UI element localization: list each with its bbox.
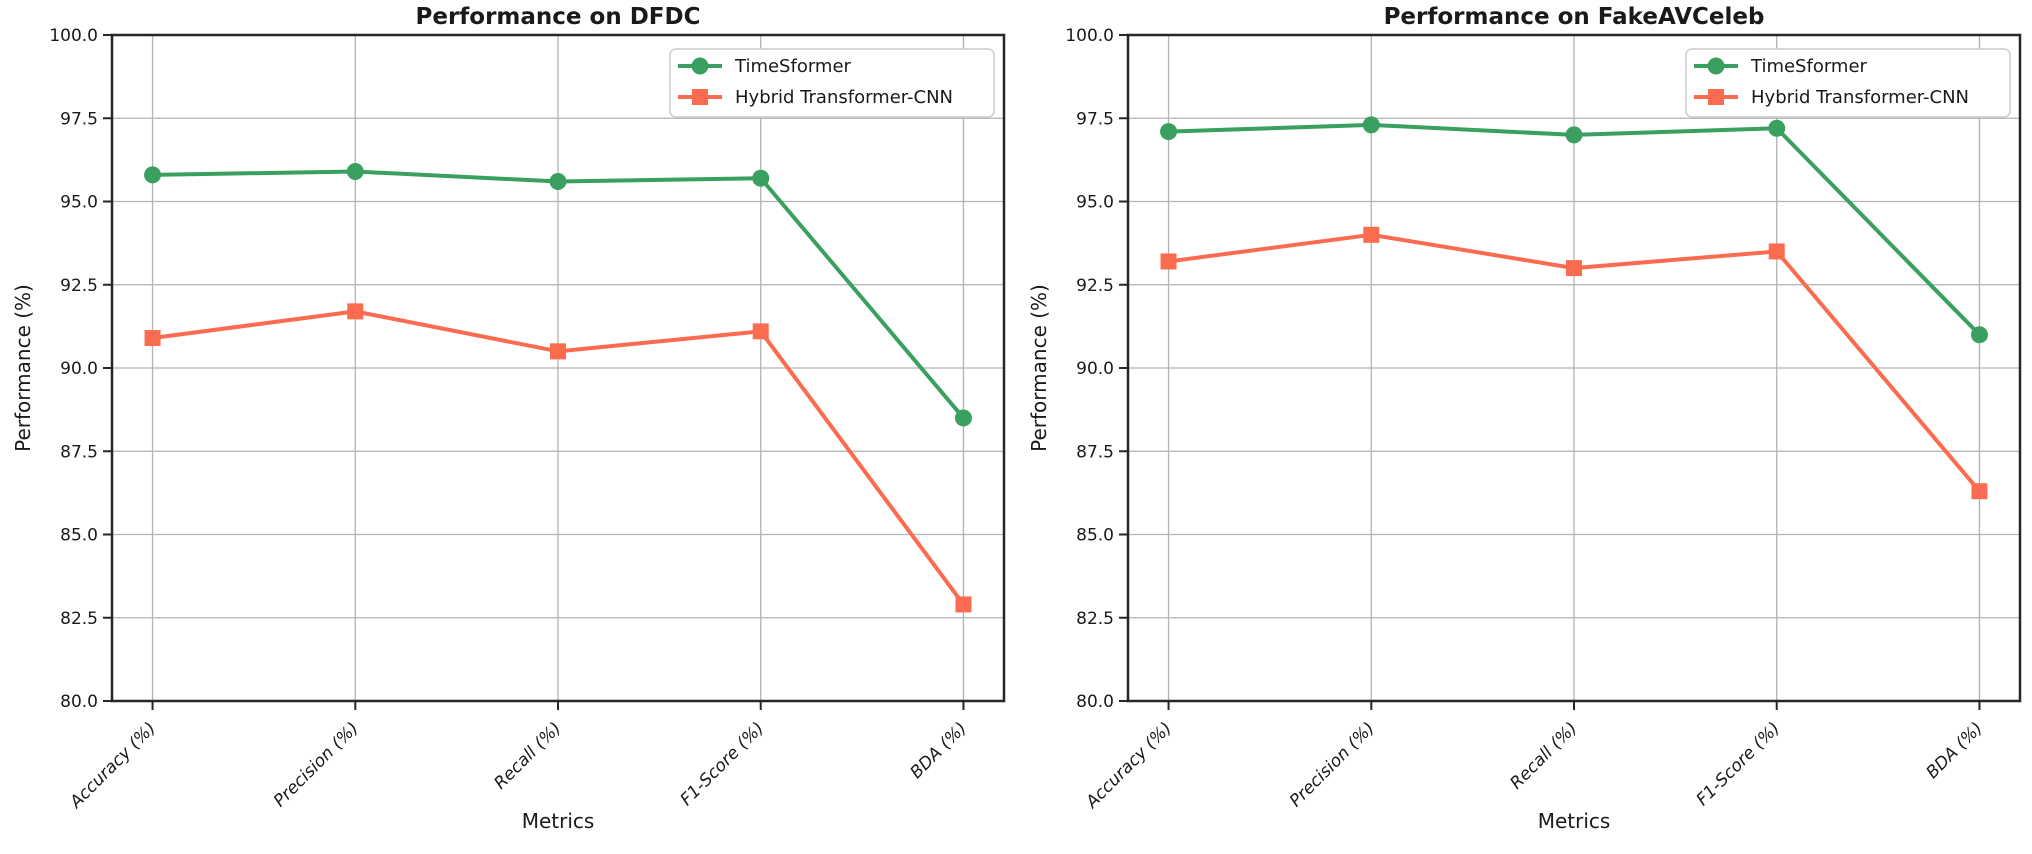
y-tick-label: 95.0 <box>1076 193 1114 213</box>
y-tick-label: 87.5 <box>1076 442 1114 462</box>
series-hybrid-transformer-cnn-marker <box>1768 243 1785 260</box>
series-timesformer-marker <box>549 173 567 191</box>
fakeavceleb-plot-border <box>1126 33 2022 703</box>
fakeavceleb-legend: TimeSformer Hybrid Transformer-CNN <box>1685 48 2011 118</box>
dfdc-legend: TimeSformer Hybrid Transformer-CNN <box>669 48 995 118</box>
dfdc-title: Performance on DFDC <box>415 4 700 30</box>
y-tick-label: 80.0 <box>60 692 98 712</box>
series-hybrid-transformer-cnn-marker <box>144 330 161 347</box>
series-timesformer-marker <box>752 169 770 187</box>
y-tick-label: 82.5 <box>1076 609 1114 629</box>
fakeavceleb-series-layer <box>1160 116 1988 500</box>
series-hybrid-transformer-cnn-marker <box>1566 260 1582 277</box>
legend-timesformer-marker <box>691 57 709 75</box>
series-hybrid-transformer-cnn-marker <box>1160 253 1177 270</box>
dfdc-axes <box>103 34 965 710</box>
y-tick-label: 82.5 <box>60 609 98 629</box>
series-hybrid-transformer-cnn-marker <box>752 323 769 340</box>
fakeavceleb-title: Performance on FakeAVCeleb <box>1384 4 1765 30</box>
y-tick-label: 97.5 <box>60 109 98 129</box>
legend-hybrid-transformer-cnn-marker <box>1708 89 1724 105</box>
y-tick-label: 90.0 <box>1076 359 1114 379</box>
legend-hybrid-transformer-cnn-label: Hybrid Transformer-CNN <box>1751 87 1969 108</box>
series-timesformer-marker <box>1565 126 1583 144</box>
dfdc-plot-border <box>110 33 1006 703</box>
y-tick-label: 100.0 <box>49 26 98 46</box>
series-timesformer-marker <box>954 409 972 427</box>
series-timesformer-marker <box>1362 116 1380 134</box>
y-tick-label: 100.0 <box>1065 26 1114 46</box>
series-timesformer-marker <box>1768 119 1786 137</box>
series-hybrid-transformer-cnn-marker <box>347 303 364 320</box>
chart-dfdc: 80.0 82.5 85.0 87.5 90.0 92.5 95.0 97.5 100.0 Acc… <box>0 0 1016 854</box>
dfdc-ylabel: Performance (%) <box>11 284 35 452</box>
dfdc-xlabel: Metrics <box>522 809 595 833</box>
legend-hybrid-transformer-cnn-marker <box>692 89 708 105</box>
legend-hybrid-transformer-cnn-label: Hybrid Transformer-CNN <box>735 87 953 108</box>
legend-box <box>669 48 995 118</box>
fakeavceleb-ylabel: Performance (%) <box>1027 284 1051 452</box>
y-tick-label: 90.0 <box>60 359 98 379</box>
y-tick-label: 97.5 <box>1076 109 1114 129</box>
series-timesformer-marker <box>144 166 162 184</box>
y-tick-label: 80.0 <box>1076 692 1114 712</box>
series-hybrid-transformer-cnn-marker <box>955 596 972 613</box>
dfdc-series-layer <box>144 163 972 613</box>
dfdc-chart-canvas: 80.082.585.087.590.092.595.097.5100.0Acc… <box>0 0 1016 854</box>
y-tick-label: 95.0 <box>60 193 98 213</box>
fakeavceleb-chart-canvas: 80.082.585.087.590.092.595.097.5100.0Acc… <box>1016 0 2032 854</box>
series-timesformer-marker <box>1160 123 1178 141</box>
y-tick-label: 92.5 <box>60 276 98 296</box>
series-hybrid-transformer-cnn-marker <box>550 343 566 360</box>
legend-timesformer-label: TimeSformer <box>1750 56 1868 77</box>
legend-timesformer-label: TimeSformer <box>734 56 852 77</box>
fakeavceleb-background <box>1016 0 2032 854</box>
series-hybrid-transformer-cnn-marker <box>1971 483 1988 500</box>
legend-box <box>1685 48 2011 118</box>
chart-fakeavceleb: 80.0 82.5 85.0 87.5 90.0 92.5 95.0 97.5 100.0 Acc… <box>1016 0 2032 854</box>
y-tick-label: 85.0 <box>1076 526 1114 546</box>
fakeavceleb-xlabel: Metrics <box>1538 809 1611 833</box>
y-tick-label: 85.0 <box>60 526 98 546</box>
series-timesformer-marker <box>1970 326 1988 344</box>
dfdc-background <box>0 0 1016 854</box>
fakeavceleb-axes <box>1119 34 1981 710</box>
y-tick-label: 92.5 <box>1076 276 1114 296</box>
series-timesformer-marker <box>346 163 364 181</box>
legend-timesformer-marker <box>1707 57 1725 75</box>
y-tick-label: 87.5 <box>60 442 98 462</box>
series-hybrid-transformer-cnn-marker <box>1363 226 1380 243</box>
